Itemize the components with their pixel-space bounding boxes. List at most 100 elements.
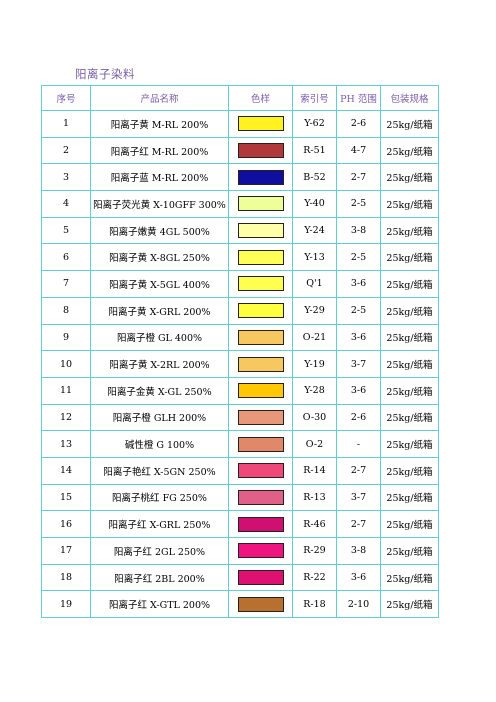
table-row: 6 阳离子黄 X-8GL 250% Y-13 2-5 25kg/纸箱 bbox=[41, 243, 439, 272]
code-cell: Y-24 bbox=[292, 216, 337, 245]
product-name-cell: 阳离子红 M-RL 200% bbox=[90, 136, 229, 165]
ph-range-cell: 4-7 bbox=[336, 136, 381, 165]
table-row: 13 碱性橙 G 100% O-2-25kg/纸箱 bbox=[41, 430, 439, 458]
table-row: 14 阳离子艳红 X-5GN 250% R-14 2-7 25kg/纸箱 bbox=[41, 456, 439, 485]
product-name-cell: 阳离子黄 X-8GL 250% bbox=[90, 243, 229, 272]
index-cell: 10 bbox=[41, 350, 91, 378]
ph-range-cell: 3-6 bbox=[336, 270, 381, 298]
index-cell: 11 bbox=[41, 376, 91, 405]
packaging-cell: 25kg/纸箱 bbox=[380, 110, 439, 138]
packaging-cell: 25kg/纸箱 bbox=[380, 403, 439, 432]
table-row: 8 阳离子黄 X-GRL 200% Y-29 2-5 25kg/纸箱 bbox=[41, 296, 439, 325]
ph-range-cell: 3-6 bbox=[336, 376, 381, 405]
product-name-cell: 阳离子红 X-GTL 200% bbox=[90, 590, 229, 619]
color-swatch bbox=[237, 329, 284, 345]
index-cell: 9 bbox=[41, 323, 91, 352]
product-name-cell: 阳离子荧光黄 X-10GFF 300% bbox=[90, 190, 229, 218]
color-swatch bbox=[237, 516, 284, 532]
packaging-cell: 25kg/纸箱 bbox=[380, 430, 439, 458]
code-cell: R-18 bbox=[292, 590, 337, 619]
table-row: 18 阳离子红 2BL 200% R-22 3-6 25kg/纸箱 bbox=[41, 563, 439, 592]
table-row: 2 阳离子红 M-RL 200% R-51 4-7 25kg/纸箱 bbox=[41, 136, 439, 165]
code-cell: Y-19 bbox=[292, 350, 337, 378]
product-name-cell: 阳离子红 2BL 200% bbox=[90, 563, 229, 592]
ph-range-cell: - bbox=[336, 430, 381, 458]
code-cell: B-52 bbox=[292, 163, 337, 192]
index-cell: 7 bbox=[41, 270, 91, 298]
ph-range-cell: 2-10 bbox=[336, 590, 381, 619]
color-sample-cell bbox=[228, 216, 293, 245]
ph-range-cell: 3-8 bbox=[336, 216, 381, 245]
header-index: 序号 bbox=[41, 85, 91, 111]
color-swatch bbox=[237, 196, 284, 212]
code-cell: Y-29 bbox=[292, 296, 337, 325]
table-row: 19 阳离子红 X-GTL 200% R-18 2-10 25kg/纸箱 bbox=[41, 590, 439, 619]
color-swatch bbox=[237, 116, 284, 132]
product-name-cell: 阳离子蓝 M-RL 200% bbox=[90, 163, 229, 192]
color-swatch bbox=[237, 143, 284, 159]
index-cell: 19 bbox=[41, 590, 91, 619]
product-name-cell: 阳离子黄 X-GRL 200% bbox=[90, 296, 229, 325]
code-cell: Y-13 bbox=[292, 243, 337, 272]
color-sample-cell bbox=[228, 510, 293, 538]
ph-range-cell: 2-5 bbox=[336, 296, 381, 325]
table-row: 11 阳离子金黄 X-GL 250% Y-28 3-6 25kg/纸箱 bbox=[41, 376, 439, 405]
table-row: 9 阳离子橙 GL 400% O-21 3-6 25kg/纸箱 bbox=[41, 323, 439, 352]
packaging-cell: 25kg/纸箱 bbox=[380, 136, 439, 165]
code-cell: O-30 bbox=[292, 403, 337, 432]
packaging-cell: 25kg/纸箱 bbox=[380, 296, 439, 325]
product-name-cell: 阳离子黄 X-2RL 200% bbox=[90, 350, 229, 378]
color-sample-cell bbox=[228, 136, 293, 165]
color-sample-cell bbox=[228, 563, 293, 592]
color-sample-cell bbox=[228, 323, 293, 352]
ph-range-cell: 2-7 bbox=[336, 510, 381, 538]
table-row: 4 阳离子荧光黄 X-10GFF 300% Y-40 2-5 25kg/纸箱 bbox=[41, 190, 439, 218]
ph-range-cell: 2-6 bbox=[336, 110, 381, 138]
color-swatch bbox=[237, 276, 284, 292]
ph-range-cell: 2-7 bbox=[336, 456, 381, 485]
table-row: 16 阳离子红 X-GRL 250% R-46 2-7 25kg/纸箱 bbox=[41, 510, 439, 538]
table-row: 5 阳离子嫩黄 4GL 500% Y-24 3-8 25kg/纸箱 bbox=[41, 216, 439, 245]
color-swatch bbox=[237, 383, 284, 399]
index-cell: 12 bbox=[41, 403, 91, 432]
table-row: 10 阳离子黄 X-2RL 200% Y-19 3-7 25kg/纸箱 bbox=[41, 350, 439, 378]
index-cell: 5 bbox=[41, 216, 91, 245]
product-name-cell: 阳离子艳红 X-5GN 250% bbox=[90, 456, 229, 485]
code-cell: R-46 bbox=[292, 510, 337, 538]
code-cell: R-22 bbox=[292, 563, 337, 592]
table-row: 15 阳离子桃红 FG 250% R-13 3-7 25kg/纸箱 bbox=[41, 483, 439, 512]
table-row: 3 阳离子蓝 M-RL 200% B-52 2-7 25kg/纸箱 bbox=[41, 163, 439, 192]
code-cell: R-51 bbox=[292, 136, 337, 165]
table-row: 12 阳离子橙 GLH 200% O-30 2-6 25kg/纸箱 bbox=[41, 403, 439, 432]
index-cell: 16 bbox=[41, 510, 91, 538]
ph-range-cell: 2-6 bbox=[336, 403, 381, 432]
packaging-cell: 25kg/纸箱 bbox=[380, 270, 439, 298]
index-cell: 2 bbox=[41, 136, 91, 165]
product-name-cell: 阳离子橙 GL 400% bbox=[90, 323, 229, 352]
color-sample-cell bbox=[228, 430, 293, 458]
packaging-cell: 25kg/纸箱 bbox=[380, 163, 439, 192]
packaging-cell: 25kg/纸箱 bbox=[380, 216, 439, 245]
packaging-cell: 25kg/纸箱 bbox=[380, 537, 439, 565]
index-cell: 8 bbox=[41, 296, 91, 325]
ph-range-cell: 3-8 bbox=[336, 537, 381, 565]
product-name-cell: 阳离子黄 X-5GL 400% bbox=[90, 270, 229, 298]
packaging-cell: 25kg/纸箱 bbox=[380, 456, 439, 485]
code-cell: O-2 bbox=[292, 430, 337, 458]
color-sample-cell bbox=[228, 376, 293, 405]
color-sample-cell bbox=[228, 163, 293, 192]
color-swatch bbox=[237, 489, 284, 505]
index-cell: 14 bbox=[41, 456, 91, 485]
ph-range-cell: 3-6 bbox=[336, 323, 381, 352]
color-sample-cell bbox=[228, 296, 293, 325]
product-name-cell: 阳离子红 X-GRL 250% bbox=[90, 510, 229, 538]
color-swatch bbox=[237, 303, 284, 319]
code-cell: Q'1 bbox=[292, 270, 337, 298]
color-swatch bbox=[237, 436, 284, 452]
packaging-cell: 25kg/纸箱 bbox=[380, 243, 439, 272]
packaging-cell: 25kg/纸箱 bbox=[380, 483, 439, 512]
ph-range-cell: 3-7 bbox=[336, 483, 381, 512]
dye-table: 序号 产品名称 色样 索引号 PH 范围 包装规格 1 阳离子黄 M-RL 200… bbox=[41, 85, 439, 619]
product-name-cell: 阳离子桃红 FG 250% bbox=[90, 483, 229, 512]
header-name: 产品名称 bbox=[90, 85, 229, 111]
